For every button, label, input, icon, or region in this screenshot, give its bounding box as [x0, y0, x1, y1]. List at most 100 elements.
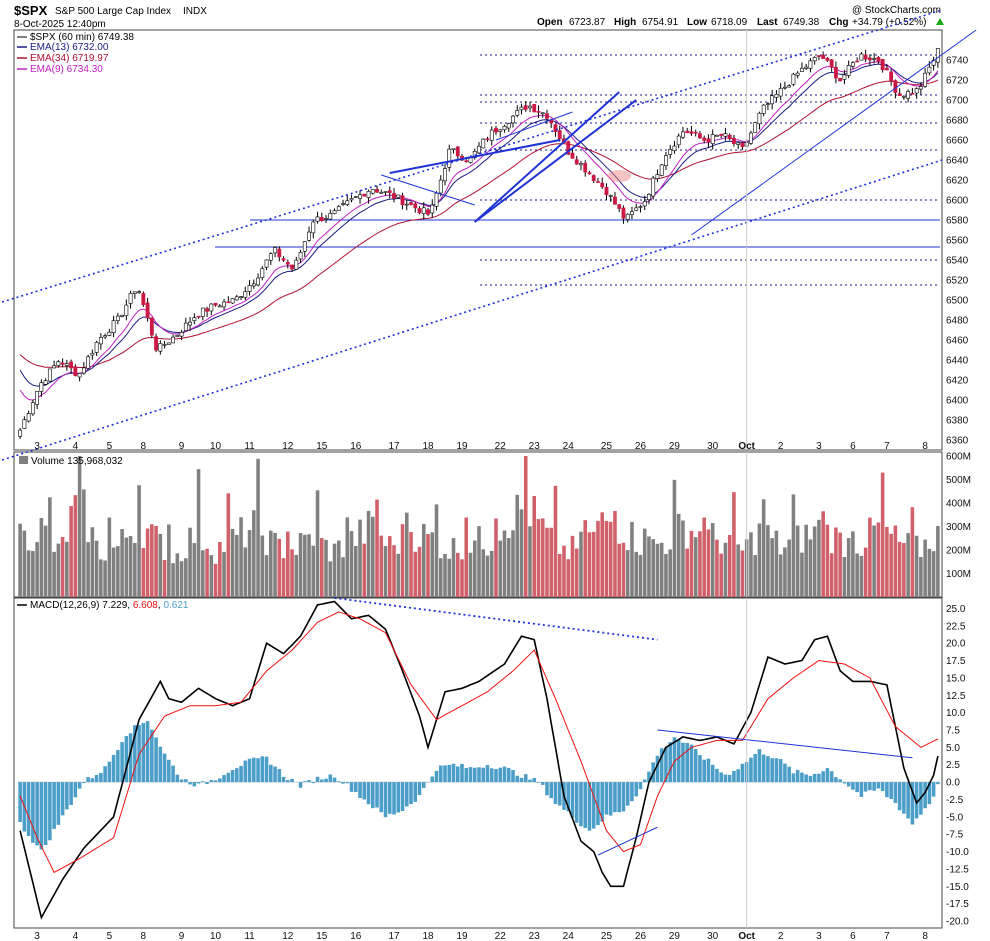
candle-body: [222, 301, 226, 308]
macd-histogram-bar: [566, 782, 571, 812]
macd-tick-label: 7.5: [946, 726, 960, 737]
candle-body: [634, 207, 639, 211]
volume-bar: [880, 472, 885, 597]
macd-histogram-bar: [443, 765, 447, 783]
candle-body: [39, 382, 44, 392]
macd-histogram-bar: [732, 770, 736, 783]
legend-ema34: EMA(34) 6719.97: [30, 53, 109, 64]
macd-histogram-bar: [727, 774, 732, 783]
price-tick-label: 6480: [946, 316, 969, 327]
macd-histogram-bar: [889, 782, 893, 799]
volume-bar: [103, 560, 107, 597]
volume-bar: [128, 536, 133, 597]
candle-body: [681, 131, 685, 138]
price-x-label: 8: [141, 441, 147, 452]
macd-histogram-bar: [842, 782, 847, 784]
macd-histogram-bar: [48, 782, 52, 841]
volume-bar: [545, 527, 549, 597]
volume-bar: [587, 532, 592, 597]
macd-x-label: Oct: [738, 931, 755, 941]
macd-histogram-bar: [438, 765, 443, 783]
candle-body: [761, 104, 766, 114]
price-x-label: 26: [635, 441, 647, 452]
macd-histogram-bar: [532, 777, 537, 783]
volume-bar: [566, 559, 571, 597]
candle-body: [863, 54, 868, 60]
macd-trend-line: [657, 729, 913, 759]
macd-histogram-bar: [162, 753, 167, 783]
volume-bar: [167, 524, 171, 597]
macd-histogram-bar: [706, 758, 711, 783]
candle-body: [77, 373, 82, 378]
candle-body: [719, 133, 724, 136]
macd-tick-label: -7.5: [946, 830, 964, 841]
macd-histogram-bar: [116, 750, 120, 783]
macd-histogram-bar: [812, 773, 817, 783]
candle-body: [128, 293, 133, 304]
macd-histogram-bar: [303, 781, 307, 783]
macd-hist-value: 0.621: [163, 600, 188, 611]
macd-histogram-bar: [235, 768, 239, 783]
macd-histogram-bar: [358, 782, 362, 798]
candle-body: [638, 206, 643, 208]
macd-histogram-bar: [94, 774, 99, 783]
macd-histogram-bar: [906, 782, 910, 819]
candle-body: [914, 88, 919, 94]
volume-bar: [570, 535, 575, 597]
macd-x-label: 10: [210, 931, 222, 941]
trend-line: [474, 91, 620, 223]
macd-histogram-bar: [485, 765, 490, 783]
macd-histogram-bar: [523, 774, 528, 783]
macd-histogram-bar: [723, 774, 728, 783]
candle-body: [574, 159, 579, 165]
macd-histogram-bar: [740, 763, 745, 783]
macd-histogram-bar: [307, 780, 311, 783]
volume-bar: [494, 518, 498, 597]
candle-body: [396, 194, 401, 198]
candle-body: [324, 218, 328, 220]
signal-line: [19, 611, 939, 874]
macd-histogram-bar: [175, 774, 180, 783]
candle-body: [26, 413, 31, 422]
volume-bar: [184, 558, 188, 597]
volume-bar: [638, 554, 643, 597]
volume-bar: [94, 540, 99, 597]
macd-histogram-bar: [158, 746, 163, 783]
macd-x-label: 11: [244, 931, 255, 941]
volume-bar: [528, 526, 532, 597]
macd-histogram-bar: [778, 759, 783, 783]
volume-bar: [579, 531, 583, 597]
candle-body: [434, 192, 439, 207]
macd-histogram-bar: [353, 782, 358, 793]
volume-bar: [681, 520, 685, 597]
macd-histogram-bar: [222, 775, 226, 783]
candle-body: [715, 134, 719, 137]
candle-body: [307, 231, 311, 241]
volume-bar: [506, 538, 511, 597]
volume-bar: [158, 533, 163, 597]
volume-bar: [838, 532, 842, 597]
macd-tick-label: 22.5: [946, 621, 966, 632]
candle-body: [536, 111, 541, 113]
volume-bar: [124, 537, 129, 597]
chart-date: 8-Oct-2025 12:40pm: [14, 19, 106, 30]
macd-histogram-bar: [434, 770, 439, 783]
macd-histogram-bar: [846, 782, 851, 787]
macd-histogram-bar: [277, 769, 282, 783]
legend-price: $SPX (60 min) 6749.38: [30, 32, 134, 43]
candle-body: [651, 177, 656, 197]
macd-histogram-bar: [630, 782, 634, 802]
candle-body: [502, 125, 507, 131]
macd-histogram-bar: [298, 782, 303, 788]
macd-histogram-bar: [400, 782, 405, 812]
candle-body: [511, 115, 515, 124]
last-value: 6749.38: [783, 17, 820, 28]
candle-body: [52, 365, 57, 369]
volume-bar: [464, 517, 469, 597]
macd-tick-label: 12.5: [946, 691, 966, 702]
candle-body: [268, 253, 273, 261]
volume-bar: [923, 539, 927, 597]
volume-bar: [689, 530, 694, 597]
candle-body: [515, 110, 520, 116]
macd-histogram-bar: [252, 757, 256, 783]
